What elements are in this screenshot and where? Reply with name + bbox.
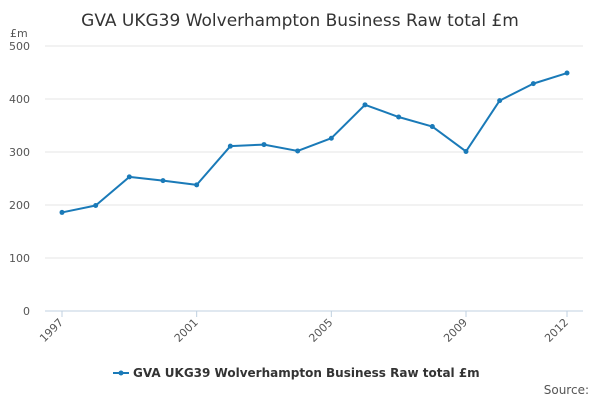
legend[interactable]: GVA UKG39 Wolverhampton Business Raw tot… (113, 366, 480, 380)
x-tick-label: 2001 (172, 316, 201, 345)
y-tick-label: 0 (23, 305, 30, 318)
y-unit-label: £m (10, 27, 28, 40)
x-tick-label: 2009 (441, 316, 470, 345)
data-point[interactable] (59, 209, 65, 215)
chart-title: GVA UKG39 Wolverhampton Business Raw tot… (81, 11, 519, 31)
x-tick-label: 2005 (306, 316, 335, 345)
data-point[interactable] (194, 182, 200, 188)
data-point[interactable] (396, 114, 402, 120)
data-point[interactable] (328, 135, 334, 141)
data-point[interactable] (227, 143, 233, 149)
series-line (61, 72, 568, 214)
source-label: Source: (544, 383, 589, 397)
data-point[interactable] (93, 203, 99, 209)
y-tick-label: 400 (9, 93, 30, 106)
x-axis-ticks: 1997 2001 2005 2009 2012 (37, 311, 571, 345)
data-point[interactable] (126, 174, 132, 180)
data-point[interactable] (497, 98, 503, 104)
y-tick-label: 100 (9, 252, 30, 265)
data-point[interactable] (295, 148, 301, 154)
legend-label: GVA UKG39 Wolverhampton Business Raw tot… (133, 366, 480, 380)
data-point[interactable] (429, 124, 435, 130)
data-point[interactable] (463, 148, 469, 154)
data-point[interactable] (160, 178, 166, 184)
data-point[interactable] (564, 70, 570, 76)
x-tick-label: 2012 (542, 316, 571, 345)
legend-dot-marker (118, 370, 124, 376)
gridlines (45, 45, 583, 312)
y-tick-label: 300 (9, 146, 30, 159)
y-tick-label: 200 (9, 199, 30, 212)
series-layer (59, 70, 570, 215)
data-point[interactable] (261, 142, 267, 148)
x-tick-label: 1997 (37, 316, 66, 345)
data-point[interactable] (362, 102, 368, 108)
y-axis-ticks: 0 100 200 300 400 500 (9, 40, 30, 318)
data-point[interactable] (530, 81, 536, 87)
y-tick-label: 500 (9, 40, 30, 53)
